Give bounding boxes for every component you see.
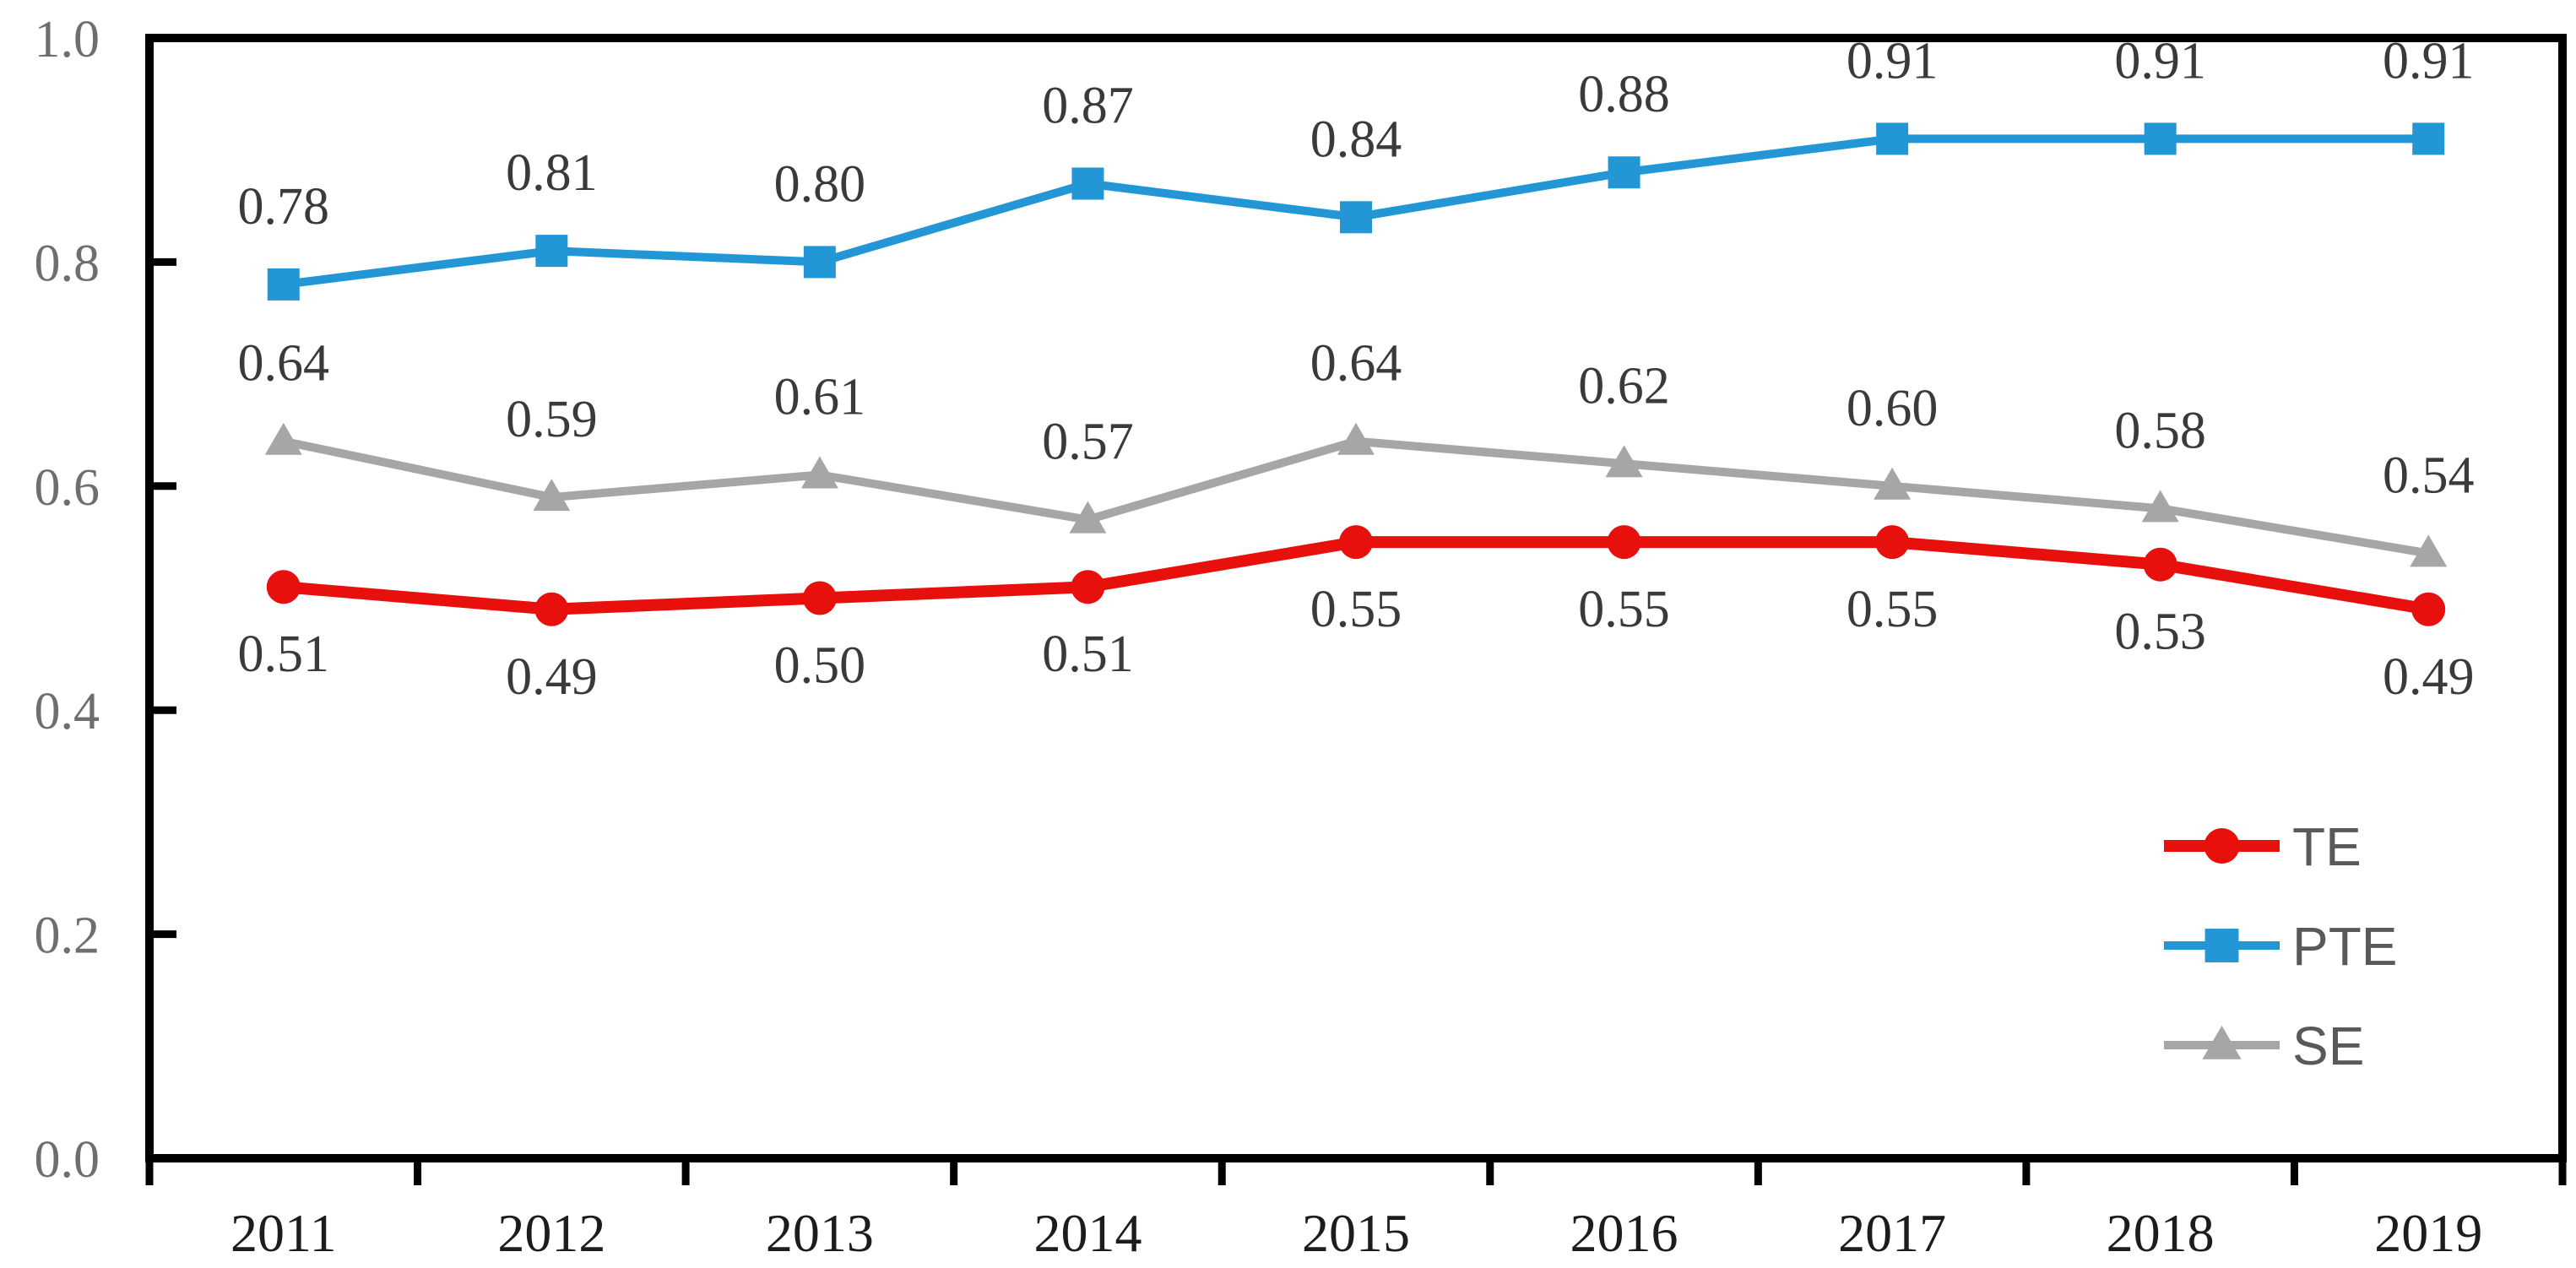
x-axis-tick-label: 2014	[1033, 1203, 1142, 1263]
x-axis-tick-label: 2017	[1838, 1203, 1946, 1263]
x-axis-tick-label: 2019	[2374, 1203, 2482, 1263]
marker-PTE-2011	[267, 268, 300, 301]
marker-PTE-2013	[803, 246, 836, 279]
legend-marker-TE	[2204, 828, 2240, 864]
marker-PTE-2015	[1340, 201, 1372, 234]
marker-PTE-2019	[2412, 122, 2445, 155]
marker-TE-2016	[1607, 525, 1641, 560]
marker-TE-2015	[1339, 525, 1373, 560]
x-axis-tick-label: 2015	[1302, 1203, 1410, 1263]
data-label-PTE-2014: 0.87	[1042, 78, 1134, 135]
data-label-SE-2011: 0.64	[238, 335, 330, 393]
marker-SE-2011	[264, 422, 302, 455]
marker-PTE-2016	[1608, 156, 1641, 189]
x-axis-tick-label: 2012	[497, 1203, 605, 1263]
marker-PTE-2014	[1071, 167, 1104, 200]
legend-label-SE: SE	[2292, 1016, 2364, 1076]
data-label-SE-2012: 0.59	[506, 391, 598, 448]
data-label-TE-2017: 0.55	[1847, 581, 1939, 638]
marker-SE-2012	[533, 479, 571, 512]
marker-PTE-2018	[2144, 122, 2177, 155]
marker-SE-2014	[1069, 501, 1107, 534]
y-axis-tick-label: 0.0	[35, 1131, 100, 1189]
data-label-TE-2016: 0.55	[1578, 581, 1670, 638]
y-axis-tick-label: 0.4	[35, 683, 100, 740]
legend-marker-PTE	[2205, 929, 2239, 962]
data-label-SE-2015: 0.64	[1310, 335, 1402, 393]
x-axis-tick-label: 2018	[2107, 1203, 2215, 1263]
data-label-PTE-2016: 0.88	[1578, 66, 1670, 123]
data-label-SE-2014: 0.57	[1042, 414, 1134, 471]
x-axis-tick-label: 2013	[766, 1203, 874, 1263]
marker-TE-2013	[802, 581, 837, 615]
y-axis-tick-label: 0.2	[35, 908, 100, 965]
legend-marker-SE	[2202, 1025, 2242, 1059]
marker-SE-2018	[2141, 490, 2179, 523]
marker-SE-2017	[1874, 467, 1912, 500]
data-label-TE-2012: 0.49	[506, 648, 598, 706]
data-label-SE-2017: 0.60	[1847, 380, 1939, 437]
x-axis-tick-label: 2016	[1570, 1203, 1678, 1263]
data-label-TE-2013: 0.50	[774, 637, 866, 695]
marker-TE-2011	[266, 570, 301, 604]
marker-TE-2019	[2411, 592, 2446, 626]
marker-TE-2012	[534, 592, 569, 626]
data-label-PTE-2013: 0.80	[774, 155, 866, 213]
data-label-SE-2018: 0.58	[2114, 402, 2206, 459]
data-label-TE-2019: 0.49	[2383, 648, 2475, 706]
data-label-SE-2013: 0.61	[774, 369, 866, 426]
data-label-PTE-2017: 0.91	[1847, 32, 1939, 89]
data-label-PTE-2011: 0.78	[238, 178, 330, 236]
marker-TE-2014	[1071, 570, 1105, 604]
y-axis-tick-label: 1.0	[35, 11, 100, 68]
y-axis-tick-label: 0.6	[35, 459, 100, 517]
data-label-TE-2015: 0.55	[1310, 581, 1402, 638]
data-label-SE-2016: 0.62	[1578, 357, 1670, 415]
data-label-PTE-2018: 0.91	[2114, 32, 2206, 89]
data-label-TE-2018: 0.53	[2114, 604, 2206, 661]
marker-SE-2016	[1605, 445, 1643, 478]
marker-TE-2018	[2143, 547, 2177, 582]
data-label-TE-2011: 0.51	[238, 626, 330, 683]
marker-PTE-2017	[1876, 122, 1909, 155]
marker-TE-2017	[1875, 525, 1910, 560]
data-label-PTE-2015: 0.84	[1310, 111, 1402, 168]
legend-label-TE: TE	[2292, 816, 2362, 877]
legend-label-PTE: PTE	[2292, 916, 2397, 977]
data-label-PTE-2012: 0.81	[506, 144, 598, 202]
y-axis-tick-label: 0.8	[35, 235, 100, 292]
data-label-PTE-2019: 0.91	[2383, 32, 2475, 89]
marker-PTE-2012	[535, 235, 568, 268]
marker-SE-2015	[1337, 422, 1375, 455]
plot-frame	[145, 34, 2567, 1162]
x-axis-tick-label: 2011	[230, 1203, 337, 1263]
marker-SE-2013	[800, 456, 838, 489]
data-label-TE-2014: 0.51	[1042, 626, 1134, 683]
marker-SE-2019	[2410, 534, 2448, 567]
data-label-SE-2019: 0.54	[2383, 447, 2475, 504]
